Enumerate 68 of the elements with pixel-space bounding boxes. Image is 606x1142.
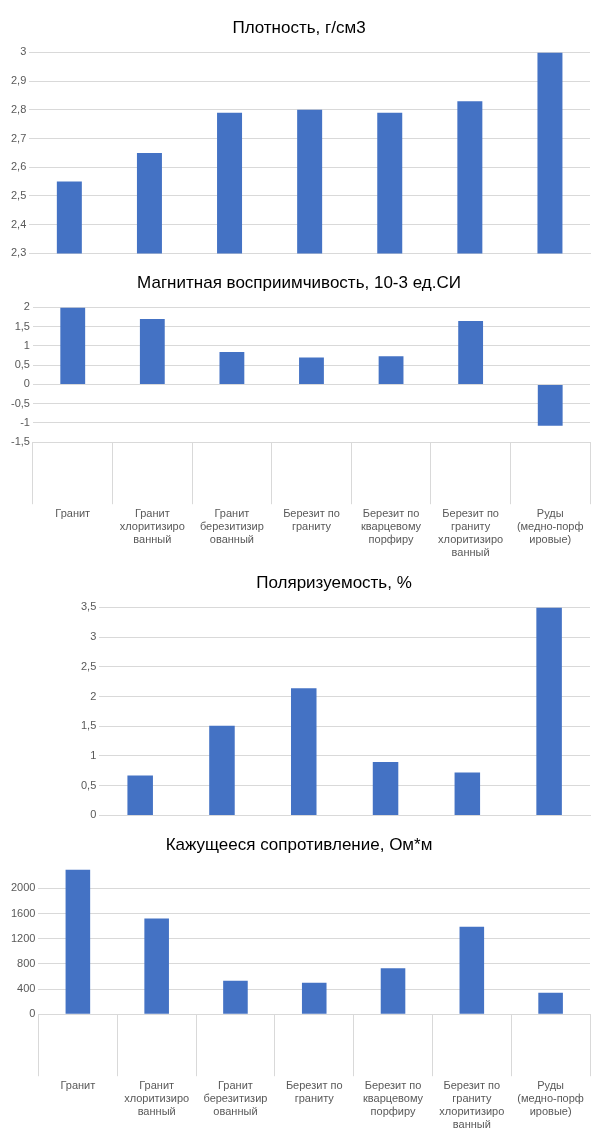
bar (459, 926, 485, 1014)
x-tick-label: Гранит (55, 506, 91, 519)
x-tick-label: Гранит хлоритизированный (119, 506, 185, 546)
x-tick-label: Березит по граниту хлоритизированный (438, 506, 504, 559)
x-tick-label: Березит по граниту хлоритизированный (439, 1078, 505, 1131)
y-tick-label: 2,4 (10, 217, 27, 230)
chart-title: Магнитная восприимчивость, 10-3 ед.СИ (137, 272, 461, 292)
y-tick-label: 2,5 (80, 659, 97, 672)
y-tick-label: 0,5 (14, 358, 30, 371)
bar (65, 869, 91, 1014)
y-tick-label: 0 (29, 1007, 36, 1020)
x-tick-label: Руды (медно-порфировые) (517, 1078, 584, 1118)
bar (372, 761, 399, 815)
y-tick-label: 1 (23, 338, 30, 351)
bar (537, 384, 563, 426)
y-tick-label: 1600 (10, 906, 36, 919)
x-tick-label: Березит по кварцевому порфиру (361, 506, 422, 546)
bar (299, 357, 324, 384)
y-tick-label: 800 (17, 956, 36, 969)
y-tick-label: 1,5 (80, 719, 97, 732)
y-tick-label: 3 (90, 630, 97, 643)
bar (291, 688, 317, 815)
y-tick-label: 2000 (10, 881, 36, 894)
bar (219, 352, 245, 384)
x-tick-label: Березит по граниту (285, 1078, 343, 1105)
bar (127, 775, 153, 815)
x-tick-label: Гранит березитизированный (199, 506, 264, 546)
x-tick-label: Березит по граниту (283, 506, 340, 533)
y-tick-label: 2 (90, 689, 97, 702)
bar (458, 320, 484, 384)
y-tick-label: -1 (20, 415, 30, 428)
y-tick-label: 2,3 (10, 246, 27, 259)
y-tick-label: 1 (90, 749, 97, 761)
y-tick-label: 0 (90, 808, 97, 821)
bar (223, 980, 248, 1014)
x-tick-label: Руды (медно-порфировые) (516, 506, 584, 546)
x-tick-label: Березит по кварцевому порфиру (362, 1078, 424, 1118)
x-tick-label: Гранит хлоритизированный (124, 1078, 190, 1118)
chart-title: Поляризуемость, % (256, 572, 412, 592)
bar (454, 772, 481, 815)
y-tick-label: 1,5 (14, 319, 30, 332)
y-tick-label: 2,9 (10, 74, 27, 87)
bar (536, 607, 562, 815)
bar (380, 968, 406, 1014)
bar (301, 982, 327, 1014)
y-tick-label: 2,5 (10, 189, 27, 201)
bar (378, 356, 404, 384)
x-tick-label: Гранит березитизированный (203, 1078, 268, 1118)
chart-title: Кажущееся сопротивление, Ом*м (165, 834, 433, 854)
y-tick-label: 0,5 (80, 778, 97, 791)
y-tick-label: 2 (23, 300, 30, 313)
bar (144, 918, 169, 1014)
y-tick-label: -1,5 (10, 435, 30, 448)
y-tick-label: 2,7 (10, 131, 27, 144)
y-tick-label: 400 (17, 982, 36, 995)
y-tick-label: 0 (23, 377, 30, 390)
y-tick-label: -0,5 (10, 396, 30, 409)
y-tick-label: 1200 (10, 931, 36, 944)
bar (538, 992, 563, 1014)
y-tick-label: 2,6 (10, 160, 27, 173)
x-tick-label: Гранит (60, 1078, 96, 1091)
y-tick-label: 2,8 (10, 102, 27, 115)
bar (60, 307, 86, 384)
y-tick-label: 3 (20, 45, 27, 58)
bar (209, 725, 235, 815)
y-tick-label: 3,5 (80, 600, 97, 613)
bar (139, 318, 165, 384)
chart-title: Плотность, г/см3 (232, 17, 366, 37)
